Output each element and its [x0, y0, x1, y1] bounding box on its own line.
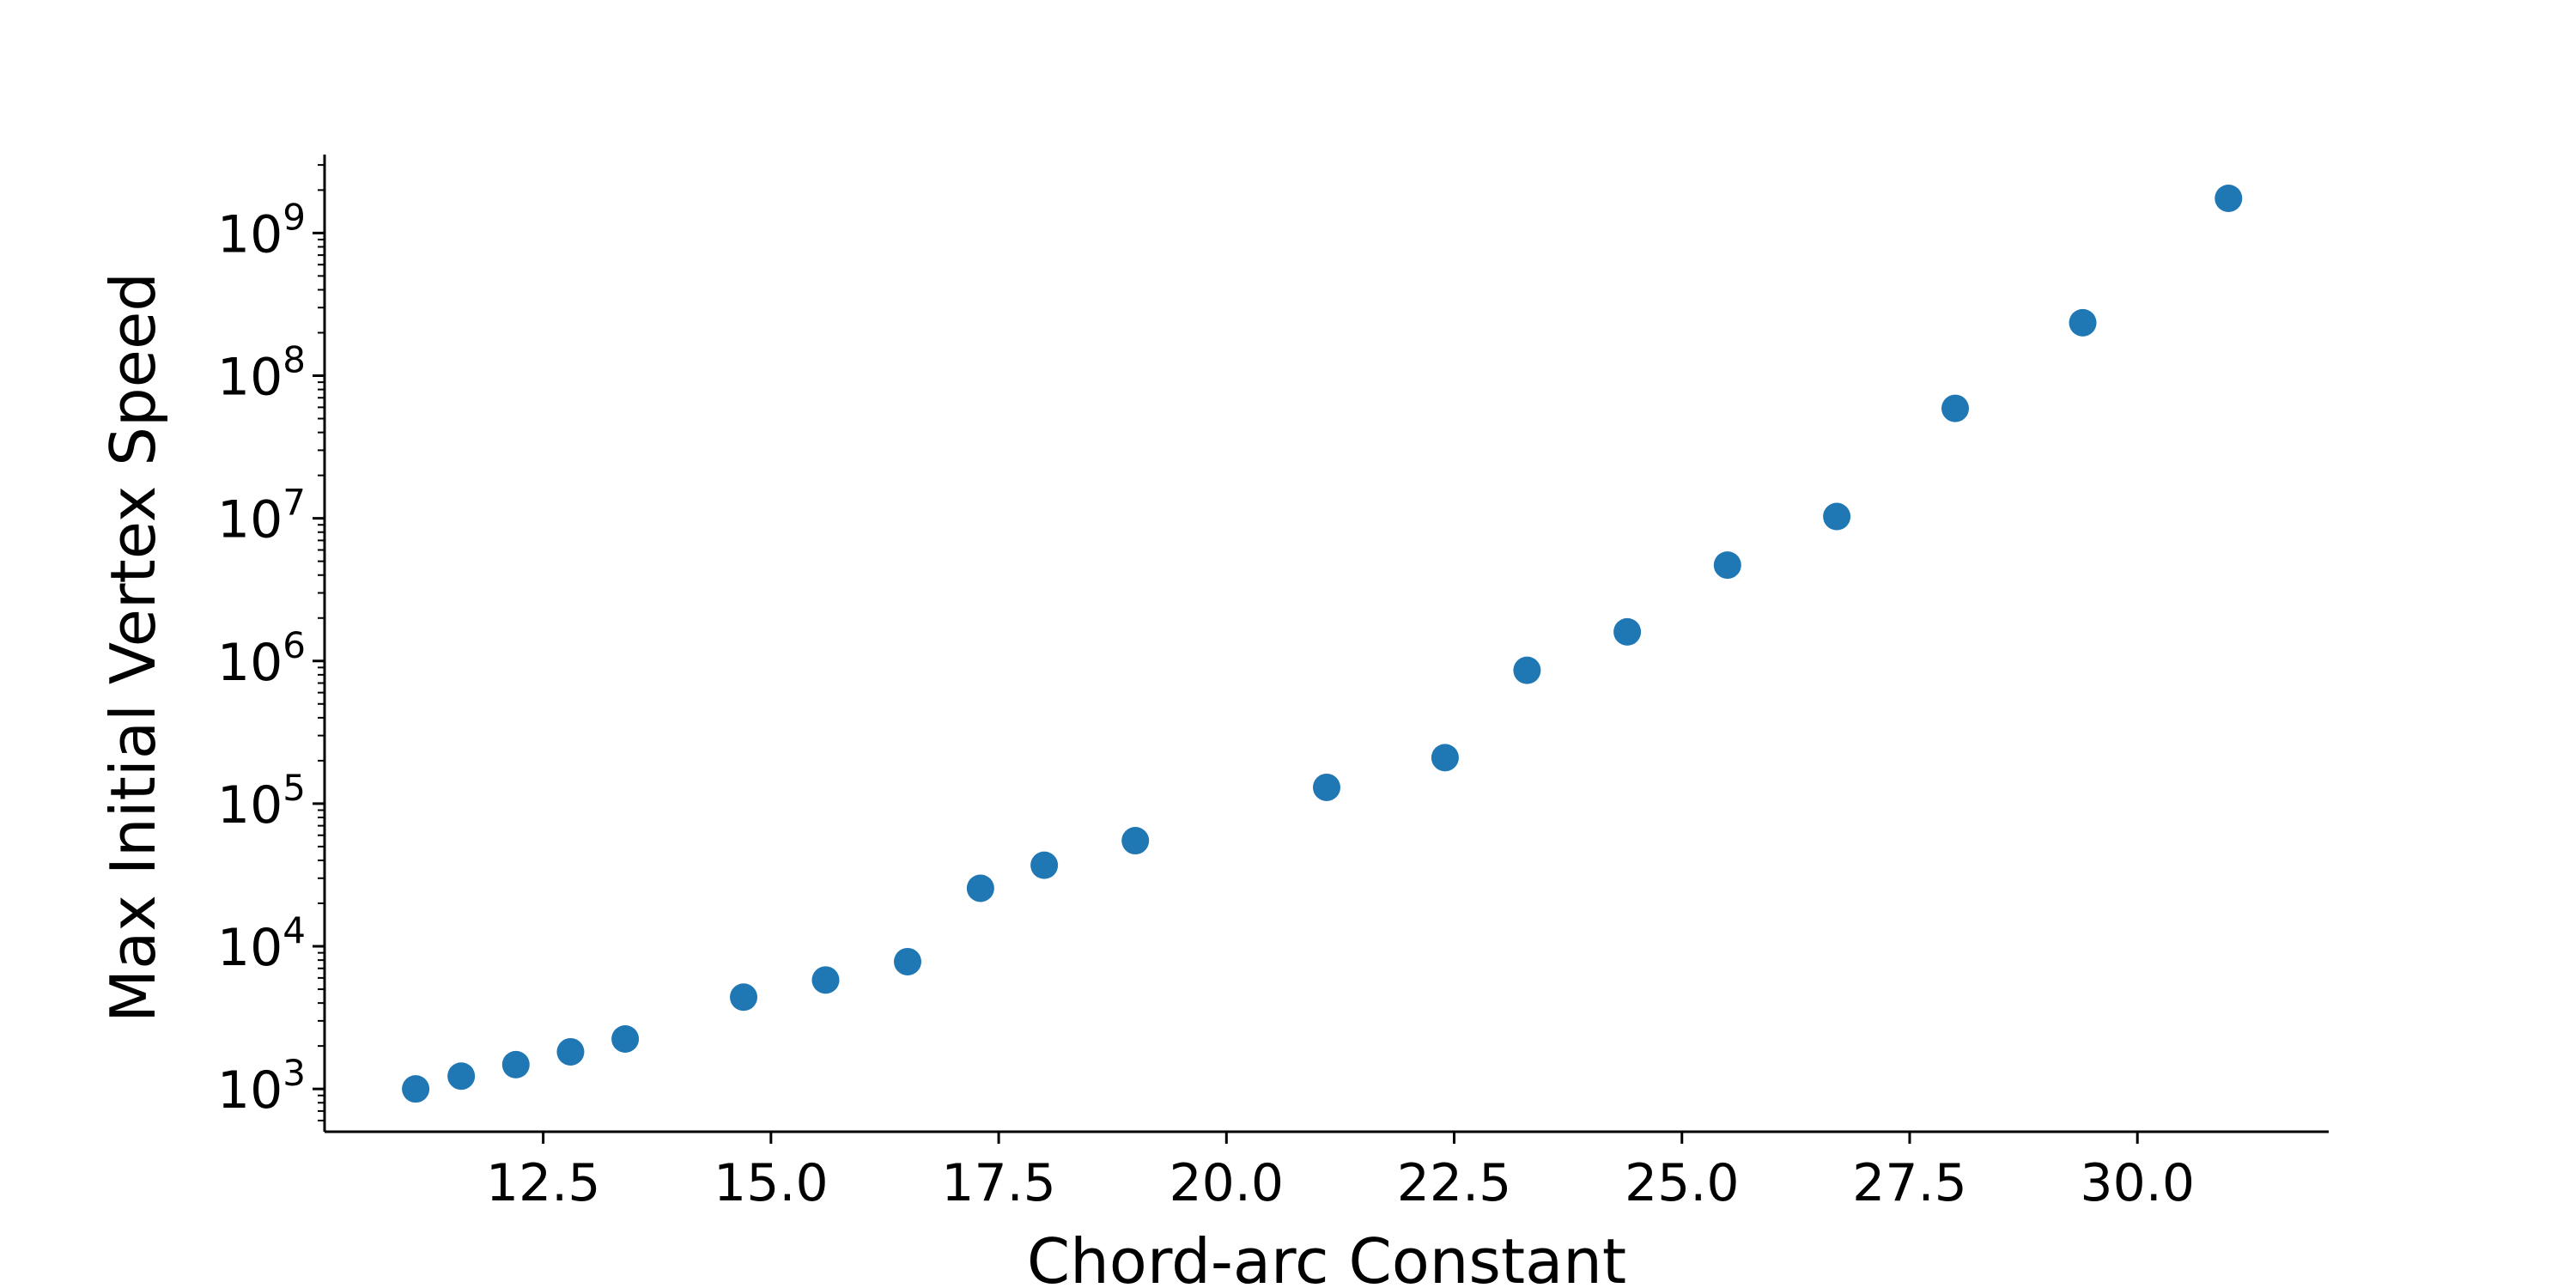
y-tick-label: 105 [217, 767, 306, 835]
data-point [1431, 744, 1459, 772]
data-point [966, 874, 994, 902]
x-axis-title: Chord-arc Constant [1027, 1225, 1626, 1288]
data-point [1613, 617, 1642, 646]
x-tick-label: 20.0 [1170, 1153, 1285, 1213]
data-point [1823, 502, 1851, 531]
y-tick-label: 104 [217, 909, 306, 978]
data-point [811, 966, 840, 994]
data-point [893, 947, 921, 975]
y-tick-label: 103 [217, 1052, 306, 1121]
data-point [1513, 656, 1541, 684]
x-tick-label: 12.5 [486, 1153, 601, 1213]
y-tick-label: 109 [217, 196, 306, 264]
data-point [611, 1024, 640, 1053]
data-point [2069, 308, 2097, 337]
x-tick-label: 25.0 [1625, 1153, 1740, 1213]
tick-labels: 12.5 15.0 17.5 20.0 22.5 25.0 27.5 30.0 103 104 10… [217, 196, 2195, 1213]
data-point [1030, 851, 1059, 879]
data-point [1121, 827, 1150, 855]
x-tick-label: 30.0 [2080, 1153, 2195, 1213]
data-point [1713, 551, 1741, 580]
y-axis-title: Max Initial Vertex Speed [97, 272, 169, 1023]
data-point [2215, 184, 2243, 212]
y-tick-label: 108 [217, 339, 306, 408]
data-point [501, 1050, 530, 1078]
data-point [1313, 773, 1340, 801]
y-tick-label: 107 [217, 482, 306, 550]
data-point [447, 1062, 476, 1091]
data-point [556, 1037, 585, 1066]
y-tick-label: 106 [217, 624, 306, 693]
x-tick-label: 15.0 [714, 1153, 829, 1213]
x-tick-label: 17.5 [941, 1153, 1056, 1213]
data-point [730, 983, 758, 1012]
data-points [402, 184, 2243, 1103]
axis-ticks [313, 231, 2139, 1144]
x-tick-label: 27.5 [1852, 1153, 1967, 1213]
data-point [402, 1075, 430, 1103]
data-point [1941, 394, 1970, 422]
x-tick-label: 22.5 [1397, 1153, 1512, 1213]
